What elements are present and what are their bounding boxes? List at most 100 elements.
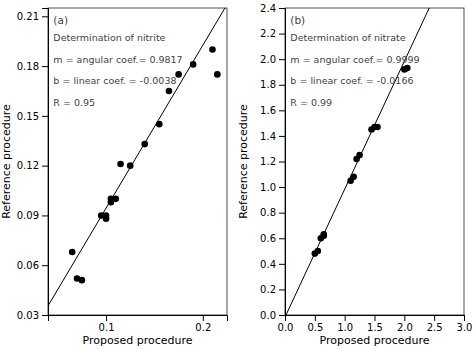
y-tick-mark: [42, 315, 48, 316]
y-tick-label: 2.0: [260, 54, 276, 65]
y-tick: 2.4: [260, 3, 285, 14]
point: [127, 162, 134, 169]
y-tick-mark: [279, 213, 285, 214]
y-tick-mark: [279, 136, 285, 137]
x-tick-label: 2.0: [397, 322, 413, 333]
point: [320, 231, 327, 238]
plot-frame: [285, 8, 464, 315]
annotation: b = linear coef. = -0.0166: [290, 75, 413, 86]
x-tick-mark: [315, 315, 316, 321]
annotation: (b): [290, 14, 305, 26]
plot-area: [285, 8, 464, 315]
plot-area: [48, 8, 227, 306]
y-tick: 0.6: [260, 233, 285, 244]
y-axis-line: [42, 9, 49, 316]
y-axis-title: Reference procedure: [0, 104, 13, 219]
y-tick-mark: [42, 265, 48, 266]
y-tick: 1.2: [260, 156, 285, 167]
y-tick-label: 0.6: [260, 233, 276, 244]
y-tick-mark: [279, 8, 285, 9]
x-tick-label: 3.0: [457, 322, 473, 333]
point: [156, 121, 163, 128]
y-tick-label: 1.6: [260, 105, 276, 116]
y-tick: 0.12: [17, 160, 48, 171]
x-tick-label: 0.5: [307, 322, 323, 333]
x-tick-mark: [203, 315, 204, 321]
y-tick-mark: [279, 187, 285, 188]
x-tick: 3.0: [457, 315, 473, 333]
x-axis-title: Proposed procedure: [320, 334, 430, 347]
y-tick: 2.0: [260, 54, 285, 65]
annotation: m = angular coef.= 0.9999: [290, 54, 419, 65]
y-tick: 1.0: [260, 182, 285, 193]
y-axis: 0.00.20.40.60.81.01.21.41.61.82.02.22.4: [260, 3, 285, 321]
x-tick-mark: [106, 315, 107, 321]
y-tick-mark: [279, 238, 285, 239]
point: [374, 124, 381, 131]
y-tick: 1.4: [260, 131, 285, 142]
y-axis-title: Reference procedure: [237, 104, 250, 219]
x-tick-mark: [404, 315, 405, 321]
y-tick-mark: [279, 85, 285, 86]
y-tick-label: 0.09: [17, 210, 39, 221]
y-tick-mark: [42, 16, 48, 17]
x-tick: 1.5: [367, 315, 383, 333]
x-tick-label: 0.1: [99, 322, 115, 333]
y-tick-label: 0.2: [260, 284, 276, 295]
y-tick: 0.4: [260, 259, 285, 270]
y-tick: 0.09: [17, 210, 48, 221]
x-tick: 1.0: [337, 315, 353, 333]
x-tick: 2.0: [397, 315, 413, 333]
x-axis-line: [286, 316, 465, 322]
x-tick-mark: [464, 315, 465, 321]
point: [214, 71, 221, 78]
point: [112, 196, 119, 203]
y-tick-label: 0.15: [17, 111, 39, 122]
y-tick: 0.8: [260, 207, 285, 218]
x-tick-mark: [434, 315, 435, 321]
x-tick-label: 1.0: [337, 322, 353, 333]
y-tick-label: 0.21: [17, 11, 39, 22]
annotation: Determination of nitrate: [290, 32, 405, 43]
annotation: R = 0.95: [53, 97, 95, 108]
panel: 0.0 0.5 1.0 1.5 2.0 2.5 3.0 0.0 0.2 0.4 0.6 0.8 1.0 1…: [237, 0, 472, 347]
y-tick-mark: [279, 34, 285, 35]
y-tick: 2.2: [260, 28, 285, 39]
y-tick-label: 0.03: [17, 310, 39, 321]
point: [79, 277, 86, 284]
y-tick-mark: [279, 110, 285, 111]
annotations: (b) Determination of nitrate m = angular c…: [290, 14, 419, 108]
y-tick-mark: [279, 315, 285, 316]
annotation: (a): [53, 14, 68, 26]
y-tick-mark: [279, 289, 285, 290]
point: [190, 61, 197, 68]
y-tick-label: 1.4: [260, 131, 276, 142]
x-axis-title: Proposed procedure: [83, 334, 193, 347]
y-tick-mark: [279, 59, 285, 60]
y-tick: 0.0: [260, 310, 285, 321]
annotations: (a)Determination of nitritem = angular c…: [53, 14, 182, 108]
y-axis: 0.03 0.06 0.09 0.12 0.15 0.18 0.21: [17, 9, 49, 321]
point: [404, 65, 411, 72]
x-tick: 0.0: [278, 315, 294, 333]
y-tick-mark: [279, 162, 285, 163]
x-tick: 2.5: [427, 315, 443, 333]
plot-frame: [48, 8, 227, 315]
figure: 0.1 0.2 0.03 0.06 0.09 0.12 0.15 0.18 0.21 Propos…: [0, 0, 474, 349]
y-tick: 0.21: [17, 11, 48, 22]
y-tick-mark: [42, 116, 48, 117]
y-tick-label: 0.18: [17, 61, 39, 72]
x-tick-label: 1.5: [367, 322, 383, 333]
y-tick: 1.6: [260, 105, 285, 116]
x-tick-mark: [345, 315, 346, 321]
x-axis-line: [49, 316, 228, 322]
y-tick-mark: [279, 264, 285, 265]
point: [315, 248, 322, 255]
annotation: Determination of nitrite: [53, 32, 165, 43]
y-tick-label: 2.4: [260, 3, 276, 14]
x-tick: 0.1: [99, 315, 115, 333]
y-tick-label: 0.06: [17, 260, 39, 271]
y-tick: 0.03: [17, 310, 48, 321]
regression-line: [48, 8, 227, 306]
y-tick-label: 2.2: [260, 28, 276, 39]
